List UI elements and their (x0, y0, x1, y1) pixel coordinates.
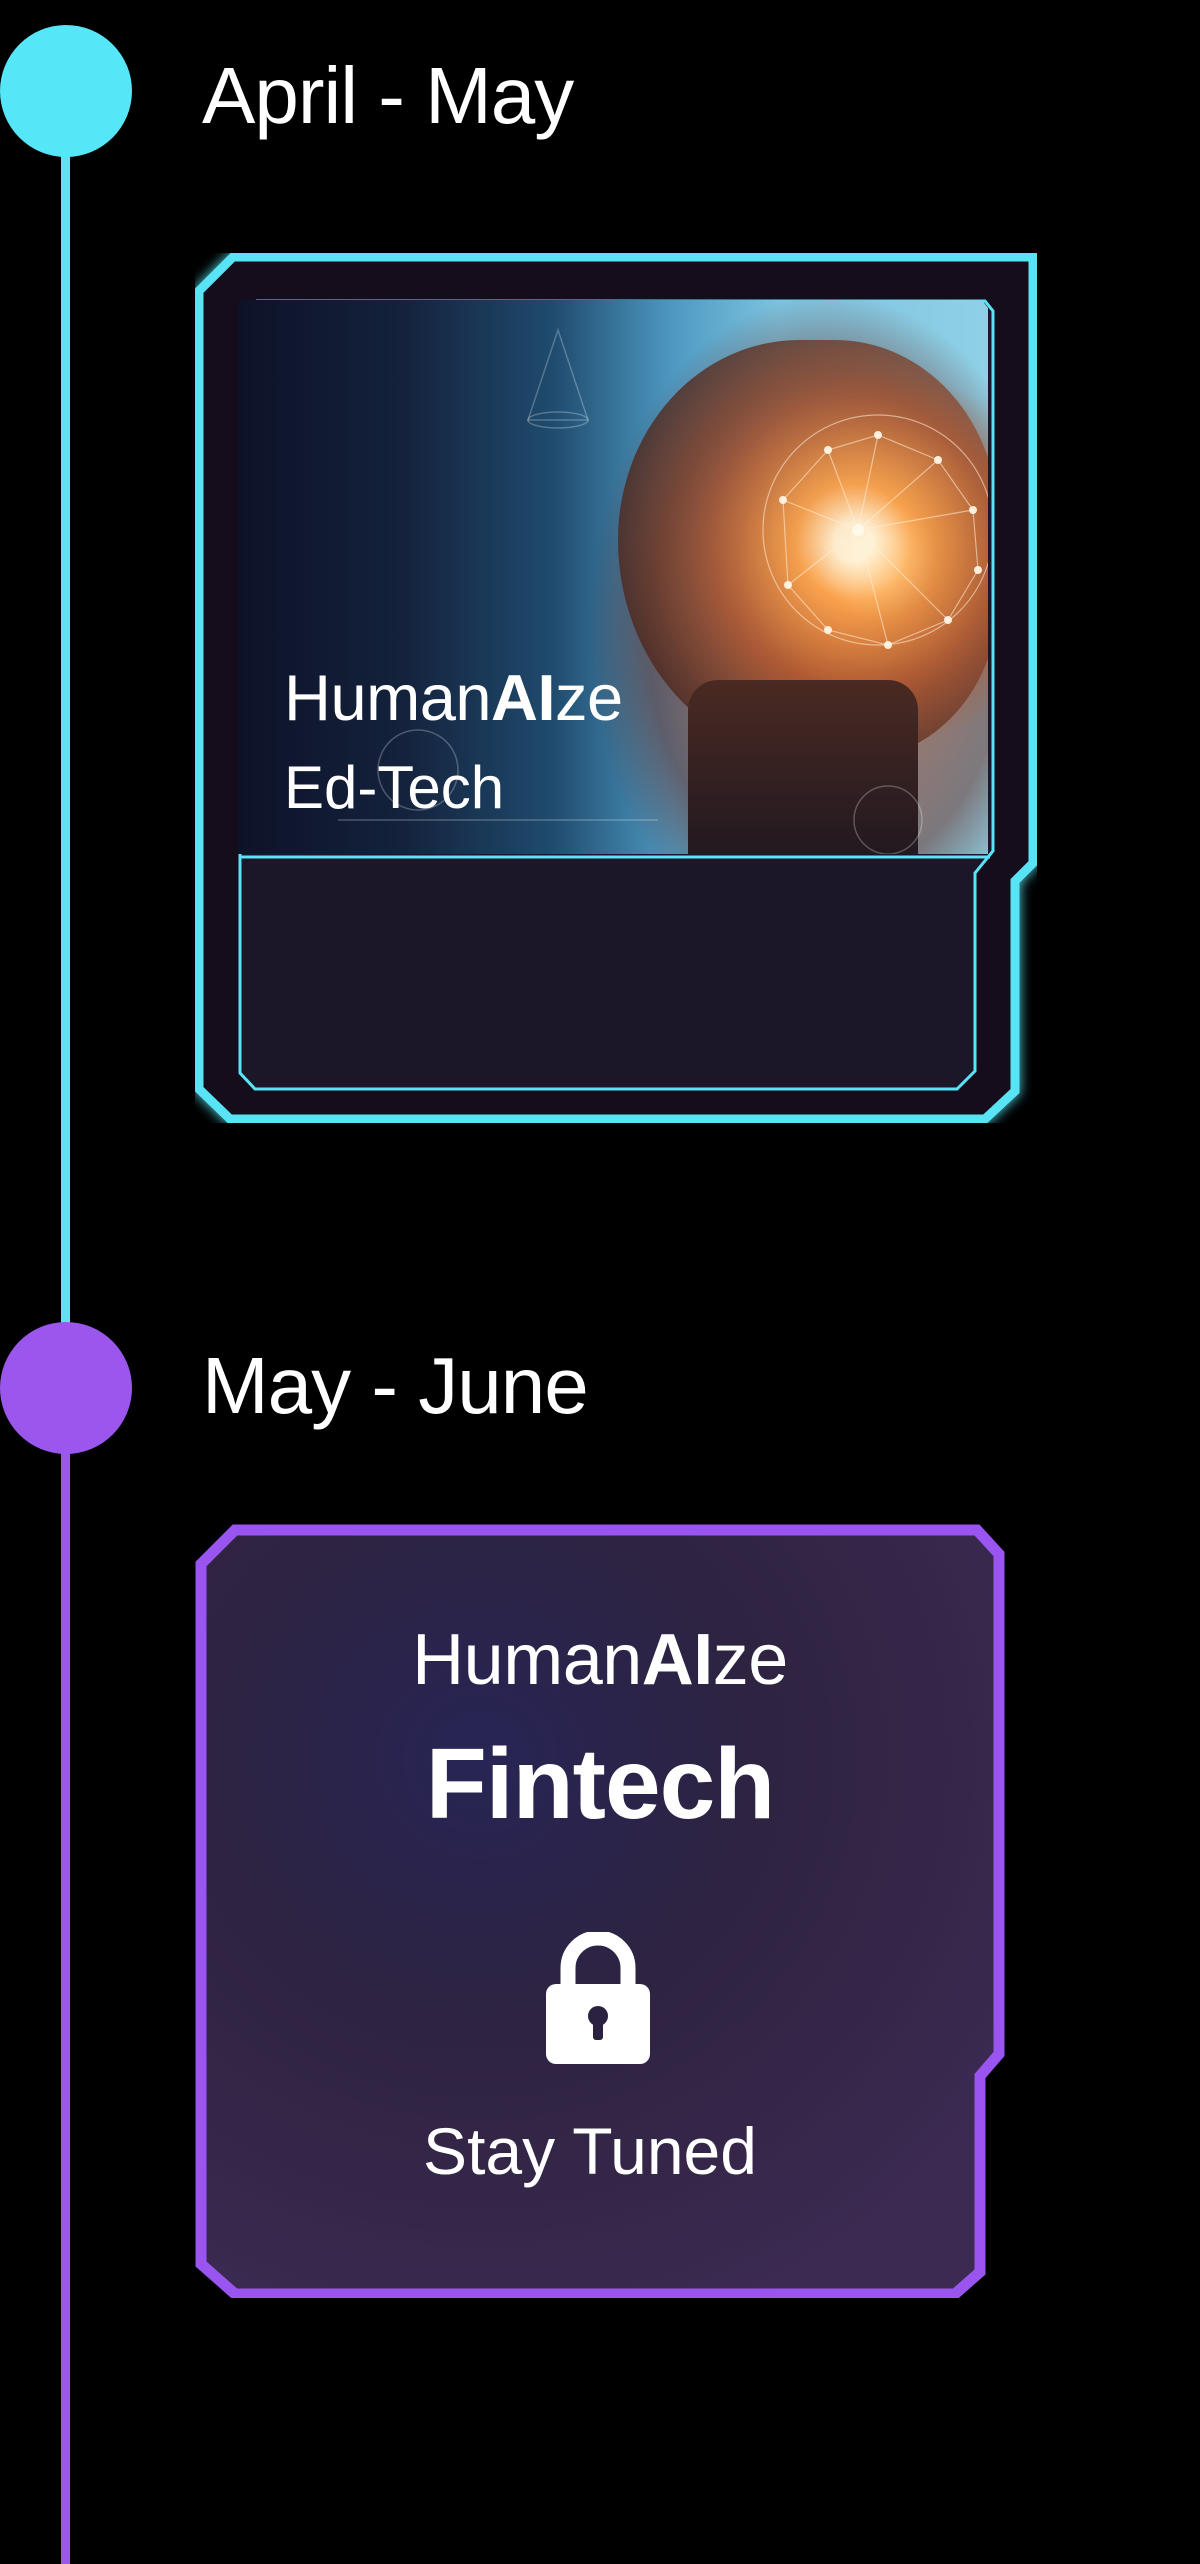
brand-suffix: ze (712, 1620, 789, 1700)
brand-bold: AI (641, 1620, 714, 1700)
period-label: April - May (202, 51, 574, 140)
brand-prefix: Human (412, 1620, 642, 1700)
timeline-line-segment (61, 1385, 70, 2564)
photo-neck (688, 680, 918, 854)
neural-mesh-graphic (338, 327, 988, 854)
card-frame (195, 1524, 1005, 2298)
edtech-card[interactable] (195, 253, 1037, 1123)
period-label: May - June (202, 1341, 589, 1430)
child-brain-network-image (238, 300, 988, 854)
timeline-dot-active (0, 25, 132, 157)
card-brand: HumanAIze (195, 1624, 1005, 1696)
timeline-dot-upcoming (0, 1322, 132, 1454)
card-subtitle: Fintech (425, 1728, 776, 1840)
status-text: Stay Tuned (423, 2114, 757, 2188)
timeline-line-segment (61, 95, 70, 1340)
fintech-card[interactable]: HumanAIze Fintech Stay Tuned (195, 1524, 1005, 2298)
lock-icon (546, 1932, 650, 2064)
